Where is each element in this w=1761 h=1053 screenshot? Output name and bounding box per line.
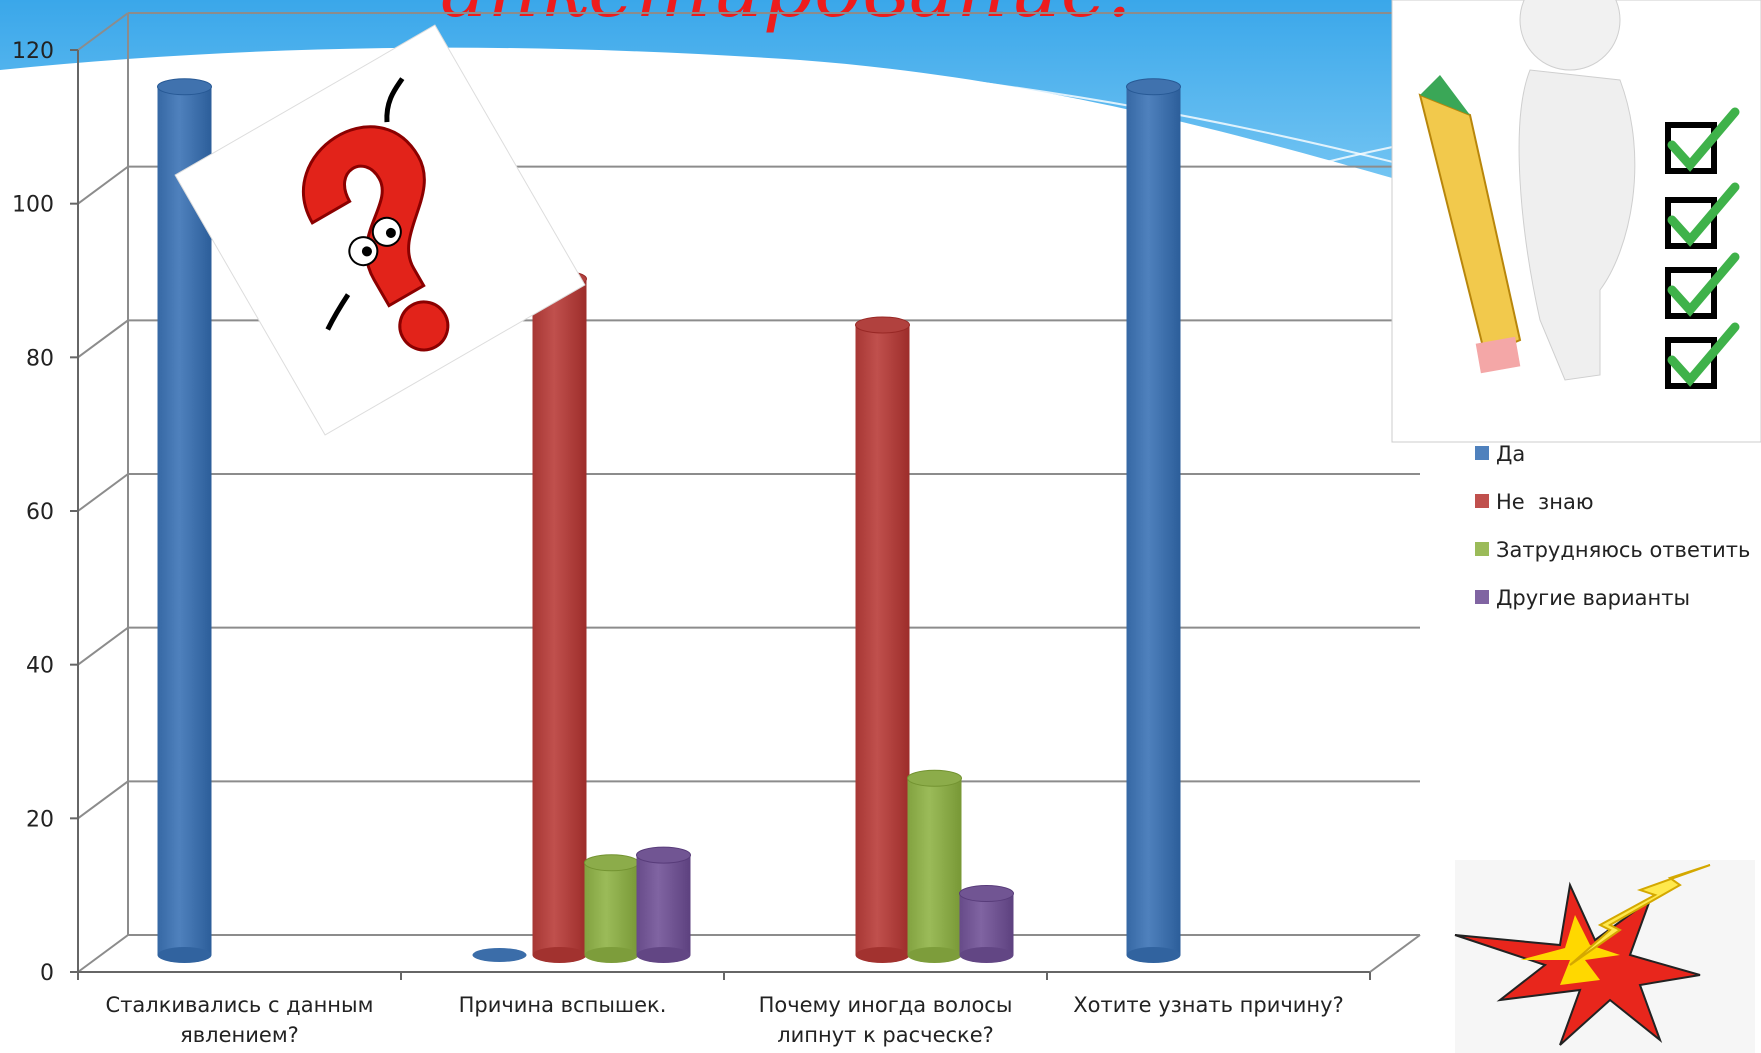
- gridline-depth: [77, 626, 129, 666]
- gridline-depth: [77, 934, 129, 973]
- gridline-depth: [77, 473, 129, 512]
- legend-item-ne-znayu: Не знаю: [1475, 490, 1594, 514]
- bar: [1126, 78, 1181, 963]
- y-tick-labels: 0 20 40 60 80 100 120: [12, 39, 78, 986]
- floor-edge: [1369, 934, 1421, 973]
- bar: [636, 846, 691, 963]
- man-with-pencil-and-checklist-icon: [1391, 0, 1761, 443]
- legend-swatch-ne-znayu: [1475, 494, 1489, 508]
- legend-label-zatrudnyayus: Затрудняюсь ответить: [1496, 538, 1750, 562]
- gridline-depth: [77, 165, 129, 205]
- bar: [907, 769, 962, 963]
- y-tick-label: 100: [12, 193, 54, 218]
- y-tick-label: 80: [26, 346, 54, 371]
- legend-swatch-zatrudnyayus: [1475, 542, 1489, 556]
- sky-band: [0, 0, 1761, 270]
- bar: [584, 854, 639, 963]
- x-category-label: Почему иногда волосы липнут к расческе?: [759, 993, 1013, 1047]
- bar: [157, 78, 212, 963]
- x-category-label: Хотите узнать причину?: [1073, 993, 1344, 1017]
- bar: [532, 270, 587, 963]
- lightning-explosion-icon: [1454, 860, 1755, 1053]
- legend-label-ne-znayu: Не знаю: [1496, 490, 1594, 514]
- y-tick-label: 40: [26, 654, 54, 679]
- bar: [472, 948, 527, 962]
- y-tick-label: 120: [12, 39, 54, 64]
- legend-label-da: Да: [1496, 442, 1525, 466]
- bar: [959, 885, 1014, 963]
- y-tick-label: 0: [40, 961, 54, 986]
- legend-swatch-da: [1475, 446, 1489, 460]
- gridline-depth: [77, 780, 129, 820]
- legend-item-da: Да: [1475, 442, 1525, 466]
- y-tick-label: 60: [26, 500, 54, 525]
- gridline-depth: [77, 319, 129, 359]
- x-category-label: Сталкивались с данным явлением?: [106, 993, 374, 1047]
- x-category-labels: Сталкивались с данным явлением? Причина вс…: [77, 972, 1371, 1047]
- legend-item-drugie: Другие варианты: [1475, 586, 1690, 610]
- bar: [855, 316, 910, 963]
- legend-swatch-drugie: [1475, 590, 1489, 604]
- legend: Да Не знаю Затрудняюсь ответить Другие в…: [1475, 442, 1750, 610]
- slide-title-fragment: анкетирование:: [440, 0, 1135, 35]
- question-mark-character-icon: [174, 24, 586, 436]
- legend-item-zatrudnyayus: Затрудняюсь ответить: [1475, 538, 1750, 562]
- y-tick-label: 20: [26, 807, 54, 832]
- gridline-depth: [77, 12, 129, 51]
- legend-label-drugie: Другие варианты: [1496, 586, 1690, 610]
- x-category-label: Причина вспышек.: [459, 993, 667, 1017]
